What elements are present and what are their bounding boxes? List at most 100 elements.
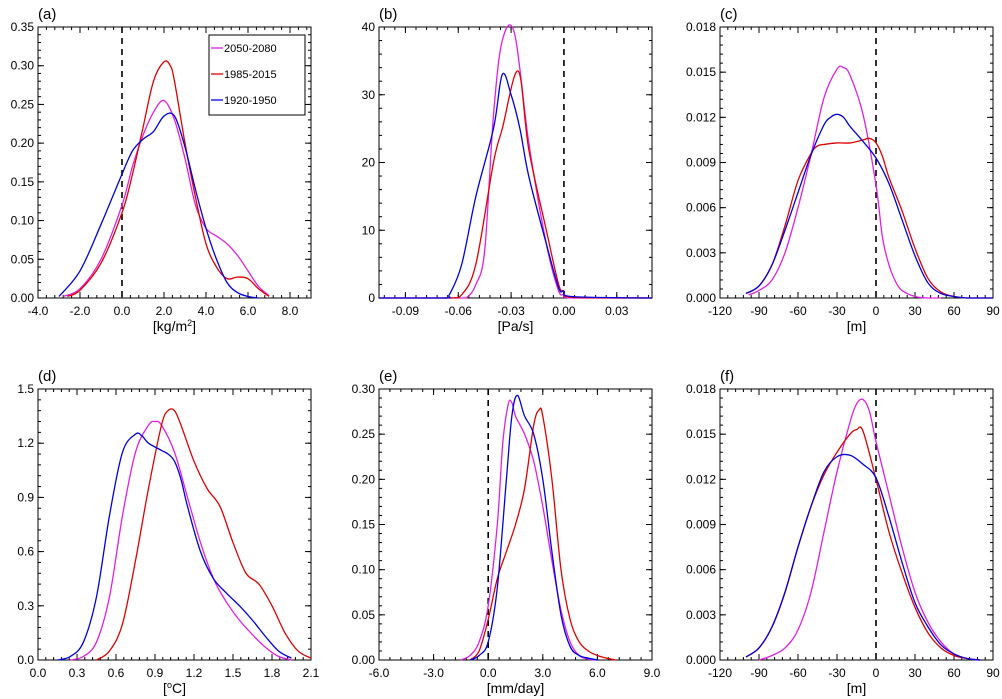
y-tick-label: 0.25 bbox=[352, 427, 376, 441]
legend-label: 1985-2015 bbox=[224, 69, 277, 81]
panel-label: (a) bbox=[38, 6, 56, 23]
y-tick-label: 1.2 bbox=[17, 436, 34, 450]
panel-label: (f) bbox=[720, 368, 734, 385]
x-tick-label: 0 bbox=[873, 666, 880, 680]
x-tick-label: -0.06 bbox=[445, 304, 473, 318]
series-line-1920-1950 bbox=[58, 112, 259, 299]
y-tick-label: 0.00 bbox=[11, 291, 35, 305]
x-tick-label: 0.3 bbox=[69, 666, 86, 680]
x-tick-label: 2.0 bbox=[156, 304, 173, 318]
x-tick-label: -0.09 bbox=[392, 304, 420, 318]
y-tick-label: 30 bbox=[362, 88, 376, 102]
x-tick-label: 0.0 bbox=[114, 304, 131, 318]
panel-label: (c) bbox=[720, 6, 738, 23]
series-line-1920-1950 bbox=[745, 453, 981, 661]
panel-label: (d) bbox=[38, 368, 56, 385]
y-tick-label: 0.003 bbox=[686, 608, 716, 622]
series-line-1985-2015 bbox=[378, 70, 653, 299]
y-tick-label: 0.015 bbox=[686, 65, 716, 79]
series-line-1985-2015 bbox=[745, 137, 993, 299]
x-tick-label: 90 bbox=[986, 666, 1000, 680]
y-tick-label: 0.018 bbox=[686, 20, 716, 34]
legend-label: 1920-1950 bbox=[224, 95, 277, 107]
y-tick-label: 0.15 bbox=[352, 518, 376, 532]
y-tick-label: 0.30 bbox=[11, 59, 35, 73]
x-tick-label: 2.1 bbox=[303, 666, 320, 680]
x-axis-label: [m] bbox=[847, 680, 866, 696]
y-tick-label: 0.9 bbox=[17, 490, 34, 504]
y-tick-label: 0.0 bbox=[17, 653, 34, 667]
y-tick-label: 0.25 bbox=[11, 97, 35, 111]
y-tick-label: 0.20 bbox=[11, 136, 35, 150]
x-tick-label: 30 bbox=[908, 304, 922, 318]
x-tick-label: -60 bbox=[789, 304, 807, 318]
y-tick-label: 0.018 bbox=[686, 382, 716, 396]
x-tick-label: -30 bbox=[828, 666, 846, 680]
panel-b: (b) -0.09 -0.06 -0.03 0.00 0.03 0 10 20 30 40 [Pa/s… bbox=[362, 6, 653, 334]
x-tick-label: 60 bbox=[947, 666, 961, 680]
y-tick-label: 0.10 bbox=[352, 563, 376, 577]
x-tick-label: 8.0 bbox=[282, 304, 299, 318]
series-line-1920-1950 bbox=[469, 394, 598, 661]
y-tick-label: 10 bbox=[362, 223, 376, 237]
y-tick-label: 0.012 bbox=[686, 472, 716, 486]
panel-d: (d) 0.0 0.3 0.6 0.9 1.2 1.5 1.8 2.1 0.0 0.3 0.6 0.9 1… bbox=[17, 368, 319, 696]
x-tick-label: 6.0 bbox=[589, 666, 606, 680]
series-line-1985-2015 bbox=[67, 60, 270, 298]
x-tick-label: -120 bbox=[708, 666, 732, 680]
series-line-2050-2080 bbox=[378, 24, 652, 299]
x-tick-label: 9.0 bbox=[644, 666, 661, 680]
x-tick-label: 60 bbox=[947, 304, 961, 318]
series-line-1985-2015 bbox=[469, 407, 616, 661]
series-line-2050-2080 bbox=[62, 99, 270, 298]
series-line-2050-2080 bbox=[758, 398, 981, 661]
panel-label: (b) bbox=[379, 6, 397, 23]
y-tick-label: 0.000 bbox=[686, 291, 716, 305]
x-tick-label: 0.9 bbox=[147, 666, 164, 680]
x-tick-label: 4.0 bbox=[198, 304, 215, 318]
y-tick-label: 0.05 bbox=[352, 608, 376, 622]
legend-box bbox=[208, 34, 306, 116]
y-tick-label: 40 bbox=[362, 20, 376, 34]
legend: 2050-2080 1985-2015 1920-1950 bbox=[208, 34, 306, 116]
x-tick-label: 1.2 bbox=[186, 666, 203, 680]
series-line-1920-1950 bbox=[378, 72, 653, 299]
x-tick-label: 0.0 bbox=[30, 666, 47, 680]
x-tick-label: -60 bbox=[789, 666, 807, 680]
y-tick-label: 0.006 bbox=[686, 201, 716, 215]
series-line-2050-2080 bbox=[748, 65, 941, 299]
plot-frame bbox=[37, 388, 312, 661]
y-tick-label: 0.003 bbox=[686, 246, 716, 260]
series-line-2050-2080 bbox=[70, 420, 292, 661]
y-tick-label: 0.30 bbox=[352, 382, 376, 396]
plot-frame bbox=[719, 26, 994, 299]
panel-label: (e) bbox=[379, 368, 397, 385]
panel-f: (f) -120 -90 -60 -30 0 30 60 90 0.000 0.003 0.006 0.… bbox=[686, 368, 1000, 696]
y-tick-label: 0.35 bbox=[11, 20, 35, 34]
y-tick-label: 0.10 bbox=[11, 214, 35, 228]
x-tick-label: 0.0 bbox=[480, 666, 497, 680]
y-tick-label: 0 bbox=[368, 291, 375, 305]
x-axis-label: [mm/day] bbox=[487, 680, 545, 696]
x-tick-label: -90 bbox=[750, 666, 768, 680]
x-axis-label: [oC] bbox=[163, 680, 186, 696]
x-tick-label: 3.0 bbox=[534, 666, 551, 680]
x-tick-label: 1.8 bbox=[264, 666, 281, 680]
x-tick-label: 6.0 bbox=[240, 304, 257, 318]
plot-frame bbox=[378, 26, 653, 299]
x-tick-label: -3.0 bbox=[423, 666, 444, 680]
x-tick-label: 90 bbox=[986, 304, 1000, 318]
y-tick-label: 0.009 bbox=[686, 518, 716, 532]
plot-frame bbox=[37, 26, 312, 299]
panel-c: (c) -120 -90 -60 -30 0 30 60 90 0.000 0.003 0.006 0.… bbox=[686, 6, 1000, 334]
series-line-1920-1950 bbox=[745, 113, 993, 299]
series-line-2050-2080 bbox=[460, 399, 598, 661]
y-tick-label: 0.15 bbox=[11, 175, 35, 189]
x-tick-label: -0.03 bbox=[497, 304, 525, 318]
x-tick-label: 0.6 bbox=[108, 666, 125, 680]
legend-label: 2050-2080 bbox=[224, 43, 277, 55]
x-axis-label: [Pa/s] bbox=[498, 318, 534, 334]
x-tick-label: 0.00 bbox=[552, 304, 576, 318]
y-tick-label: 0.3 bbox=[17, 599, 34, 613]
